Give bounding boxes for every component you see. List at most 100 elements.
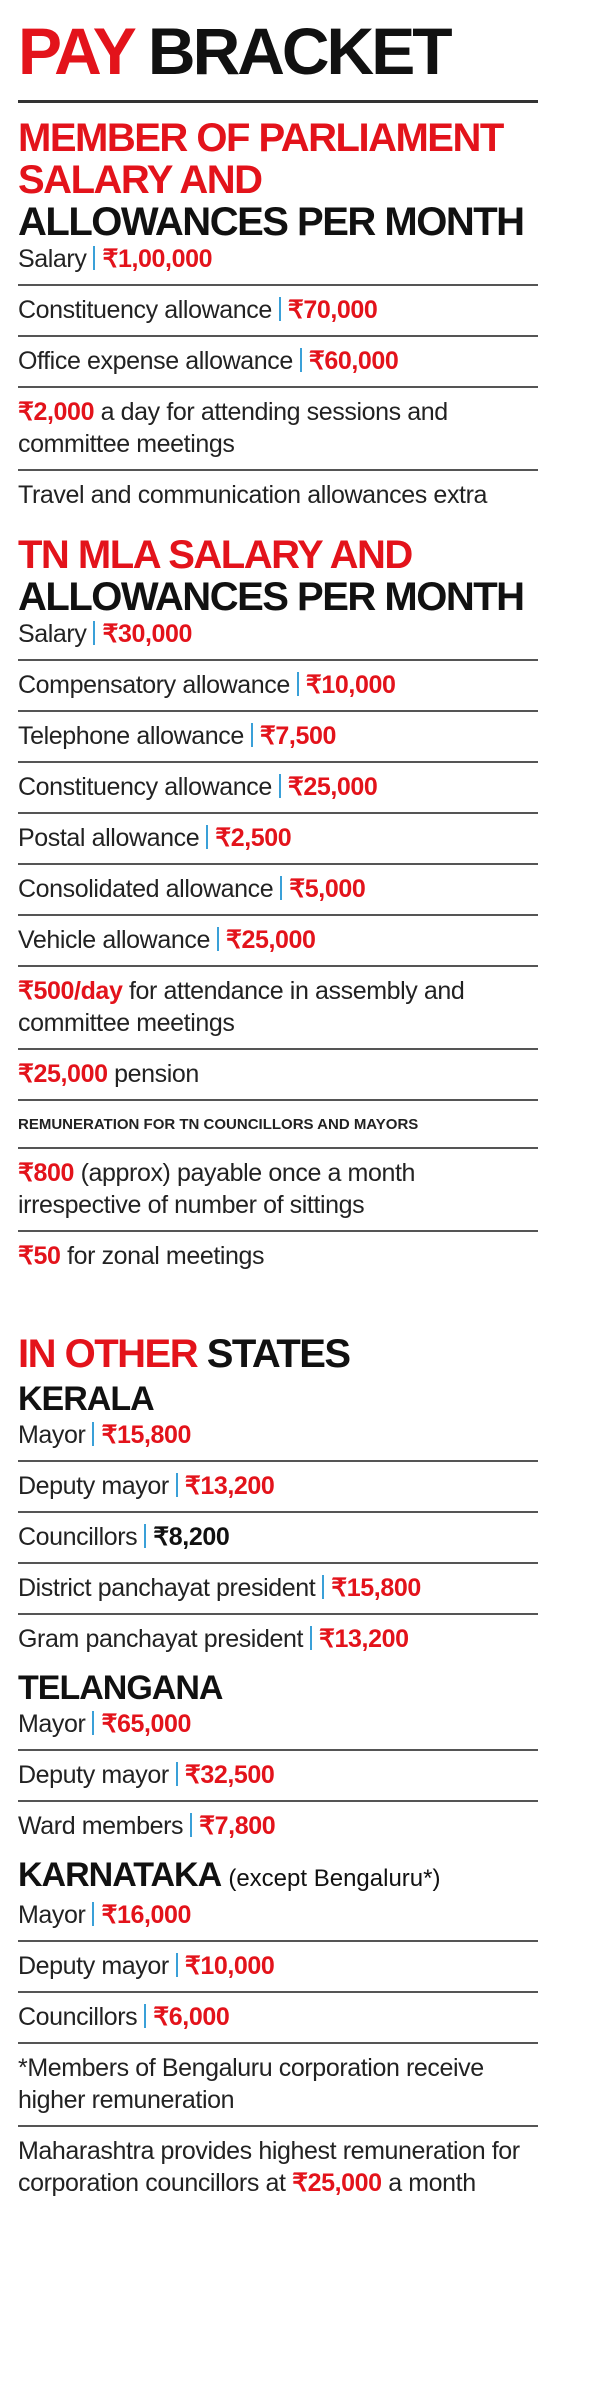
row-label: Compensatory allowance [18,671,290,699]
amount: ₹800 [18,1159,75,1187]
row-label: Deputy mayor [18,1472,169,1500]
row: ₹2,000 a day for attending sessions and … [18,386,538,469]
row-label: Mayor [18,1421,86,1449]
row: Mayor ₹15,800 [18,1419,538,1460]
row-label: Constituency allowance [18,296,272,324]
heading-line: ALLOWANCES PER MONTH [18,201,538,243]
amount: ₹50 [18,1242,61,1270]
row: Mayor ₹16,000 [18,1899,538,1940]
row-label: Gram panchayat president [18,1625,304,1653]
row: Ward members ₹7,800 [18,1800,538,1851]
row: Constituency allowance ₹25,000 [18,761,538,812]
row: Gram panchayat president ₹13,200 [18,1613,538,1664]
amount: ₹13,200 [184,1472,275,1500]
row-text: a month [388,2169,476,2197]
separator [92,1422,95,1446]
row: Maharashtra provides highest remuneratio… [18,2125,538,2208]
amount: ₹15,800 [331,1574,421,1602]
amount: ₹32,500 [184,1761,275,1789]
row-text: *Members of Bengaluru corporation receiv… [18,2054,484,2114]
section: IN OTHER STATES KERALA Mayor ₹15,800 Deputy … [18,1333,538,2208]
heading-text: ALLOWANCES PER MONTH [18,200,525,244]
separator [190,1813,193,1837]
row-label: Mayor [18,1710,86,1738]
heading-line: IN OTHER STATES [18,1333,538,1375]
amount: ₹6,000 [153,2003,230,2031]
state-heading: TELANGANA [18,1668,538,1708]
separator [92,1902,95,1926]
heading-line: TN MLA SALARY AND [18,534,538,576]
separator [250,723,253,747]
row-label: District panchayat president [18,1574,316,1602]
row-text: a day for attending sessions and committ… [18,398,448,458]
row: Councillors ₹6,000 [18,1991,538,2042]
row-label: Deputy mayor [18,1952,169,1980]
row: Office expense allowance ₹60,000 [18,335,538,386]
amount: ₹25,000 [287,773,378,801]
row-text: pension [114,1060,199,1088]
amount: ₹30,000 [102,620,193,648]
separator [92,1711,95,1735]
heading-line: ALLOWANCES PER MONTH [18,576,538,618]
row: Mayor ₹65,000 [18,1708,538,1749]
row: *Members of Bengaluru corporation receiv… [18,2042,538,2125]
row-label: Vehicle allowance [18,926,210,954]
title-red: PAY [18,14,136,88]
heading-text: STATES [206,1332,351,1376]
separator [278,297,281,321]
row-label: Councillors [18,1523,138,1551]
separator [206,825,209,849]
heading-text: ALLOWANCES PER MONTH [18,575,525,619]
row: Deputy mayor ₹32,500 [18,1749,538,1800]
amount: ₹25,000 [18,1060,108,1088]
amount: ₹65,000 [101,1710,192,1738]
separator [175,1762,178,1786]
row: Salary ₹1,00,000 [18,243,538,284]
state-note: (except Bengaluru*) [228,1865,441,1892]
separator [310,1626,313,1650]
amount: ₹5,000 [289,875,366,903]
row: Postal allowance ₹2,500 [18,812,538,863]
row: ₹50 for zonal meetings [18,1230,538,1281]
state-heading: KERALA [18,1379,538,1419]
row: Telephone allowance ₹7,500 [18,710,538,761]
state-heading: KARNATAKA (except Bengaluru*) [18,1855,538,1899]
separator [144,1524,147,1548]
row: ₹800 (approx) payable once a month irres… [18,1147,538,1230]
row-label: Postal allowance [18,824,200,852]
row-label: Councillors [18,2003,138,2031]
row-label: Telephone allowance [18,722,244,750]
amount: ₹2,000 [18,398,95,426]
separator [175,1473,178,1497]
amount: ₹1,00,000 [102,245,213,273]
separator [93,621,96,645]
separator [299,348,302,372]
heading-line: SALARY AND [18,159,538,201]
row: Constituency allowance ₹70,000 [18,284,538,335]
state-name: TELANGANA [18,1669,223,1707]
row: Consolidated allowance ₹5,000 [18,863,538,914]
row-text: for zonal meetings [67,1242,265,1270]
state-name: KERALA [18,1380,155,1418]
row: ₹25,000 pension [18,1048,538,1099]
row-text: (approx) payable once a month irrespecti… [18,1159,416,1219]
title-black: BRACKET [147,14,453,88]
state-name: KARNATAKA [18,1856,221,1894]
row: ₹500/day for attendance in assembly and … [18,965,538,1048]
separator [175,1953,178,1977]
amount: ₹10,000 [305,671,396,699]
row-text: for attendance in assembly and committee… [18,977,465,1037]
amount: ₹2,500 [215,824,292,852]
section: TN MLA SALARY AND ALLOWANCES PER MONTH Sal… [18,534,538,1281]
heading-line: MEMBER OF PARLIAMENT [18,117,538,159]
row: Compensatory allowance ₹10,000 [18,659,538,710]
row-label: Salary [18,245,87,273]
sections: MEMBER OF PARLIAMENT SALARY AND ALLOWANCES… [18,117,538,2208]
row: Deputy mayor ₹10,000 [18,1940,538,1991]
row-label: Office expense allowance [18,347,293,375]
caption: REMUNERATION FOR TN COUNCILLORS AND MAYO… [18,1099,538,1147]
heading-text: IN OTHER [18,1332,199,1376]
amount: ₹7,800 [199,1812,276,1840]
section-heading: TN MLA SALARY AND ALLOWANCES PER MONTH [18,534,538,618]
